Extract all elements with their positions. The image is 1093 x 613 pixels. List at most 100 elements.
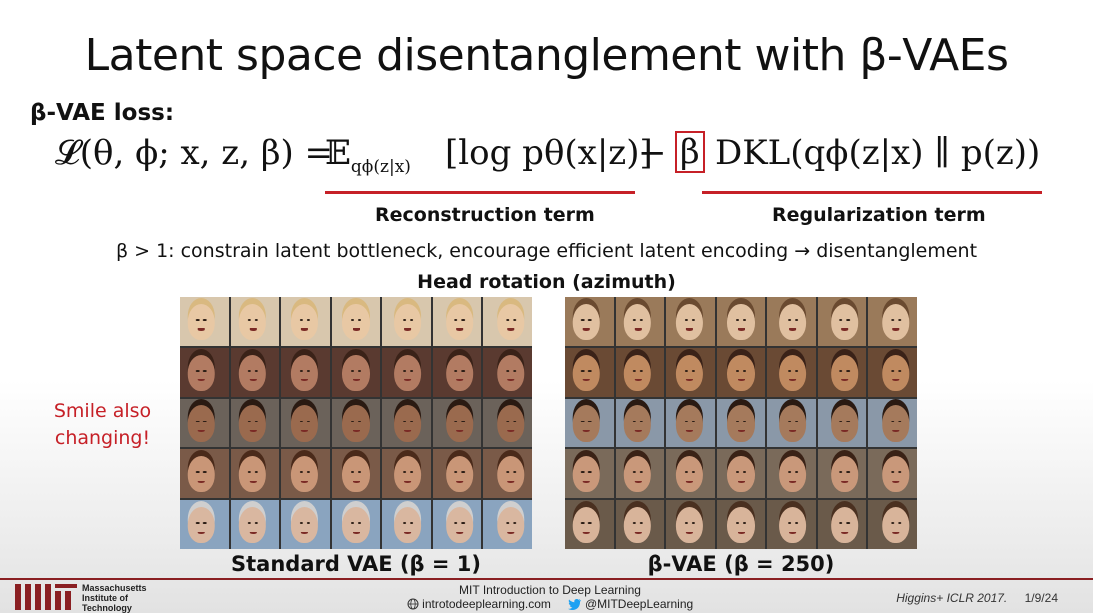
face-thumbnail — [483, 500, 532, 549]
face-thumbnail — [666, 500, 715, 549]
face-thumbnail — [817, 449, 867, 499]
face-thumbnail — [180, 297, 229, 346]
face-thumbnail — [382, 398, 431, 448]
face-thumbnail — [615, 297, 665, 346]
face-thumbnail — [432, 398, 482, 448]
standard-vae-face-grid — [180, 297, 532, 549]
beta-vae-formula: 𝓛(θ, ϕ; x, z, β) = 𝔼qϕ(z|x) [log pθ(x|z)… — [55, 131, 1065, 193]
formula-lhs: 𝓛(θ, ϕ; x, z, β) = — [55, 133, 334, 173]
face-thumbnail — [767, 297, 816, 346]
face-thumbnail — [382, 347, 431, 397]
face-thumbnail — [767, 449, 816, 499]
face-thumbnail — [230, 500, 280, 549]
loss-label: β-VAE loss: — [30, 100, 175, 126]
twitter-handle[interactable]: @MITDeepLearning — [584, 597, 694, 611]
face-thumbnail — [382, 297, 431, 346]
face-thumbnail — [180, 449, 229, 499]
beta-vae-caption: β-VAE (β = 250) — [647, 552, 835, 576]
face-thumbnail — [817, 297, 867, 346]
face-thumbnail — [868, 297, 917, 346]
formula-expectation-sub: qϕ(z|x) — [350, 156, 411, 177]
footer-citation: Higgins+ ICLR 2017. 1/9/24 — [896, 591, 1058, 605]
face-thumbnail — [331, 449, 381, 499]
face-thumbnail — [281, 398, 330, 448]
face-thumbnail — [716, 297, 766, 346]
beta-vae-face-grid — [565, 297, 917, 549]
face-thumbnail — [230, 398, 280, 448]
face-thumbnail — [868, 449, 917, 499]
face-thumbnail — [382, 449, 431, 499]
website-link[interactable]: introtodeeplearning.com — [422, 597, 551, 611]
citation-text: Higgins+ ICLR 2017. — [896, 591, 1008, 605]
face-thumbnail — [432, 500, 482, 549]
face-thumbnail — [230, 347, 280, 397]
face-thumbnail — [565, 449, 614, 499]
face-thumbnail — [230, 449, 280, 499]
formula-reconstruction: [log pθ(x|z)] — [445, 133, 653, 173]
face-thumbnail — [281, 347, 330, 397]
face-thumbnail — [767, 398, 816, 448]
face-thumbnail — [817, 500, 867, 549]
face-thumbnail — [565, 347, 614, 397]
face-thumbnail — [666, 297, 715, 346]
face-thumbnail — [666, 449, 715, 499]
face-thumbnail — [483, 297, 532, 346]
course-name: MIT Introduction to Deep Learning — [459, 583, 641, 597]
face-thumbnail — [331, 297, 381, 346]
face-thumbnail — [666, 398, 715, 448]
slide-title: Latent space disentanglement with β-VAEs — [84, 30, 1009, 81]
face-thumbnail — [331, 347, 381, 397]
reconstruction-underline — [325, 191, 635, 194]
face-thumbnail — [716, 347, 766, 397]
regularization-term-label: Regularization term — [772, 204, 986, 226]
face-thumbnail — [565, 398, 614, 448]
face-thumbnail — [281, 297, 330, 346]
face-thumbnail — [281, 500, 330, 549]
face-thumbnail — [615, 500, 665, 549]
face-thumbnail — [817, 347, 867, 397]
face-thumbnail — [615, 347, 665, 397]
face-thumbnail — [565, 297, 614, 346]
face-thumbnail — [432, 347, 482, 397]
smile-note-line2: changing! — [54, 427, 151, 449]
face-thumbnail — [281, 449, 330, 499]
face-thumbnail — [868, 347, 917, 397]
face-thumbnail — [230, 297, 280, 346]
globe-icon — [407, 598, 419, 610]
face-thumbnail — [483, 398, 532, 448]
face-thumbnail — [767, 347, 816, 397]
head-rotation-label: Head rotation (azimuth) — [417, 271, 676, 293]
face-thumbnail — [483, 347, 532, 397]
face-thumbnail — [432, 297, 482, 346]
footer-divider — [0, 578, 1093, 580]
face-thumbnail — [331, 500, 381, 549]
face-thumbnail — [483, 449, 532, 499]
face-thumbnail — [716, 398, 766, 448]
face-thumbnail — [666, 347, 715, 397]
mit-logo-icon — [15, 584, 77, 610]
beta-note: β > 1: constrain latent bottleneck, enco… — [115, 240, 978, 262]
face-thumbnail — [767, 500, 816, 549]
face-thumbnail — [716, 500, 766, 549]
slide-date: 1/9/24 — [1024, 591, 1058, 605]
mit-institute-name: Massachusetts Institute of Technology — [82, 583, 147, 613]
face-thumbnail — [331, 398, 381, 448]
formula-expectation: 𝔼qϕ(z|x) — [325, 133, 411, 177]
smile-note: Smile also changing! — [40, 398, 165, 452]
face-thumbnail — [382, 500, 431, 549]
formula-beta-box: β — [675, 131, 705, 173]
face-thumbnail — [565, 500, 614, 549]
face-thumbnail — [180, 347, 229, 397]
face-thumbnail — [180, 500, 229, 549]
regularization-underline — [702, 191, 1042, 194]
twitter-icon — [567, 598, 581, 610]
face-thumbnail — [615, 449, 665, 499]
face-thumbnail — [868, 500, 917, 549]
formula-kl-term: DKL(qϕ(z|x) ∥ p(z)) — [715, 133, 1041, 173]
reconstruction-term-label: Reconstruction term — [375, 204, 595, 226]
face-thumbnail — [868, 398, 917, 448]
standard-vae-caption: Standard VAE (β = 1) — [231, 552, 481, 576]
face-thumbnail — [615, 398, 665, 448]
face-thumbnail — [817, 398, 867, 448]
formula-minus: − — [638, 133, 667, 173]
